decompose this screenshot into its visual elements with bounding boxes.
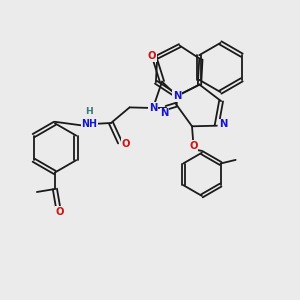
Text: N: N (160, 108, 169, 118)
Text: O: O (121, 139, 130, 149)
Text: N: N (173, 91, 181, 101)
Text: O: O (189, 141, 198, 151)
Text: O: O (55, 207, 64, 217)
Text: N: N (219, 119, 227, 129)
Text: H: H (85, 107, 93, 116)
Text: O: O (148, 51, 156, 62)
Text: N: N (149, 103, 157, 113)
Text: NH: NH (81, 119, 98, 130)
